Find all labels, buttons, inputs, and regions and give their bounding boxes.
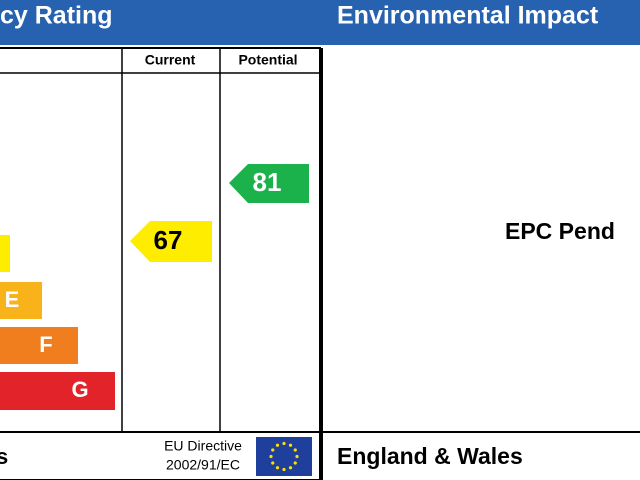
status-text: EPC Pend [505,218,615,244]
eu-star [275,443,280,447]
footer-region: England & Wales [337,443,523,469]
eu-star [288,443,293,447]
band-f [0,327,78,364]
eu-star [293,461,297,465]
eu-stars [269,441,299,472]
band-d [0,235,10,272]
band-letter: F [39,332,52,357]
left-title: cy Rating [0,2,113,30]
current-rating: 67 [154,225,183,255]
potential-rating: 81 [253,167,282,197]
band-g [0,372,115,410]
eu-star [275,466,280,470]
eu-star [271,461,275,465]
table-frame [0,47,321,480]
directive-line: 2002/91/EC [166,457,240,473]
band-e [0,282,42,319]
eu-star [271,448,275,452]
eu-star [269,454,273,459]
footer-left: s [0,444,8,469]
current-arrow [130,221,212,262]
column-header: Potential [238,52,297,68]
header-band [0,0,640,45]
eu-star [293,448,297,452]
band-letter: G [71,377,88,402]
eu-star [295,454,299,459]
eu-star [282,441,286,446]
eu-star [282,467,286,472]
right-title: Environmental Impact [337,2,599,30]
directive-line: EU Directive [164,438,242,454]
eu-star [288,466,293,470]
potential-arrow [229,164,309,203]
column-header: Current [145,52,196,68]
band-letter: E [5,287,20,312]
